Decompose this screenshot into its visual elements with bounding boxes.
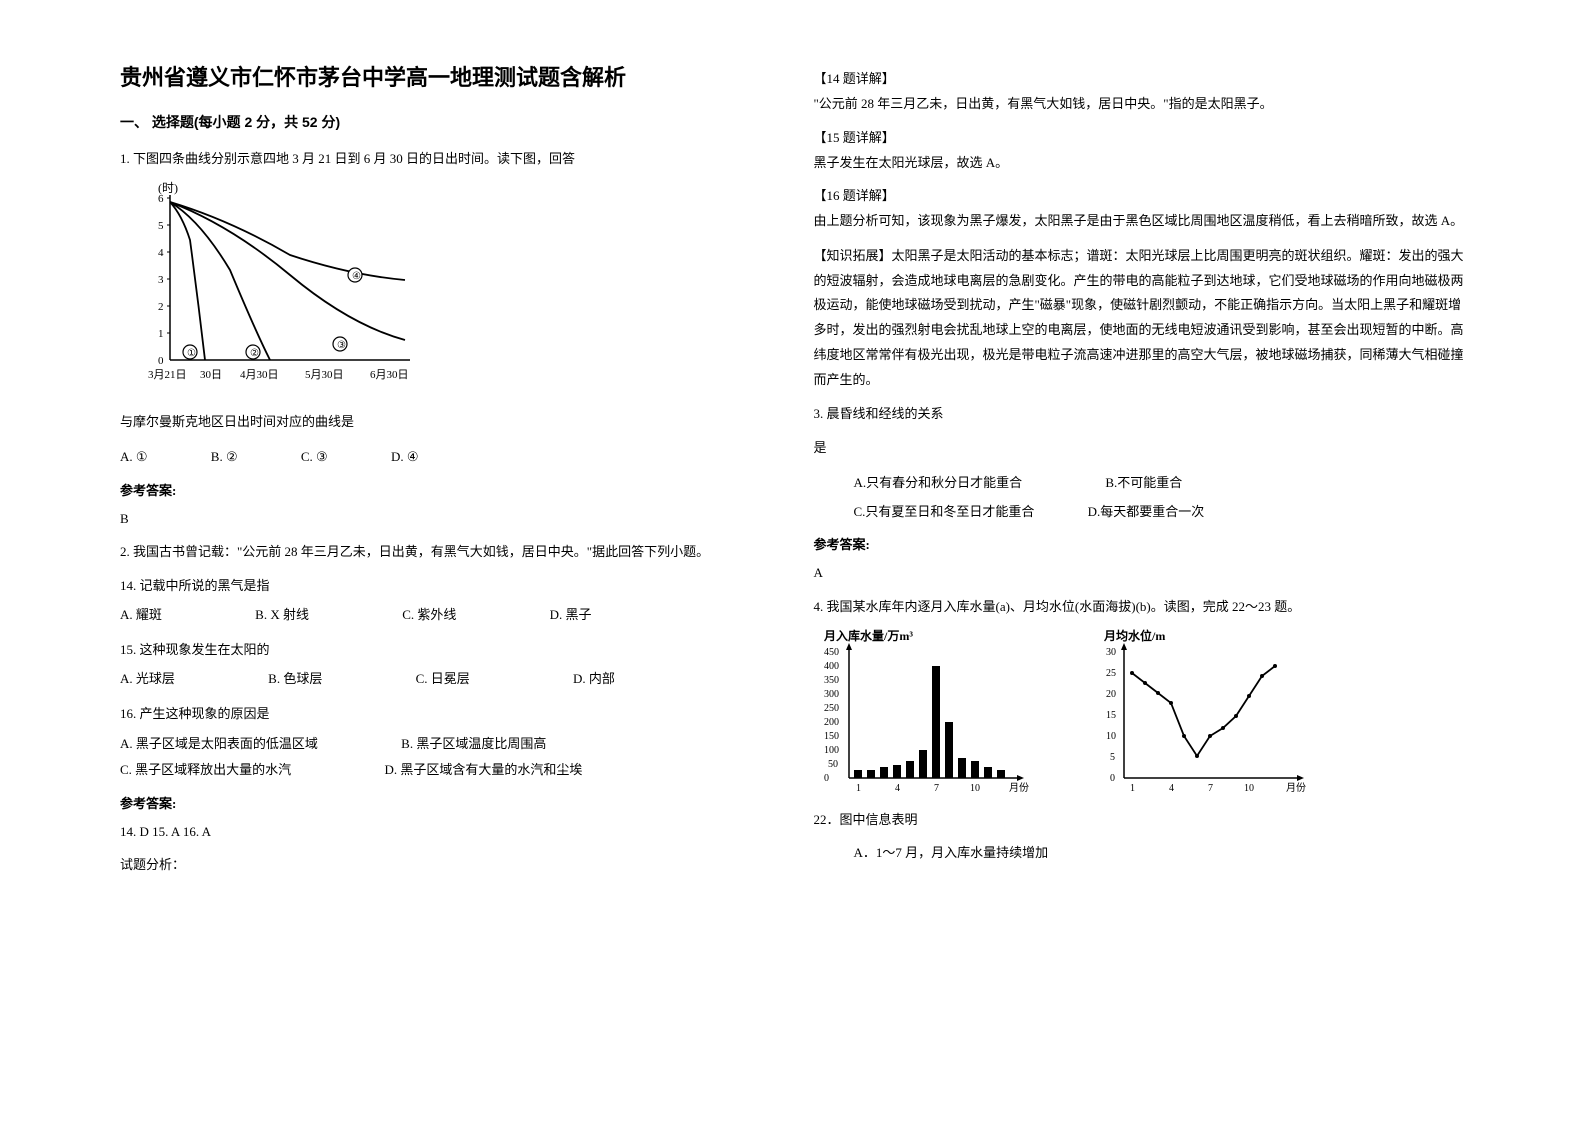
detail15-text: 黑子发生在太阳光球层，故选 A。 [814, 151, 1468, 176]
curve-1 [170, 202, 205, 360]
q4-charts: 月入库水量/万m³ 0 50 100 150 200 250 300 350 4… [814, 628, 1468, 798]
svg-text:20: 20 [1106, 689, 1116, 700]
svg-text:月入库水量/万m³: 月入库水量/万m³ [823, 628, 913, 643]
svg-text:④: ④ [352, 271, 361, 282]
curve-3 [170, 202, 405, 340]
q3-options: A.只有春分和秋分日才能重合 B.不可能重合 C.只有夏至日和冬至日才能重合 D… [854, 469, 1468, 526]
q1-text: 1. 下图四条曲线分别示意四地 3 月 21 日到 6 月 30 日的日出时间。… [120, 147, 774, 170]
q1-options: A. ① B. ② C. ③ D. ④ [120, 444, 774, 470]
knowledge-extension: 【知识拓展】太阳黑子是太阳活动的基本标志；谱斑：太阳光球层上比周围更明亮的斑状组… [814, 244, 1468, 392]
svg-text:300: 300 [824, 689, 839, 700]
q2-sub14-options: A. 耀斑 B. X 射线 C. 紫外线 D. 黑子 [120, 602, 774, 628]
svg-text:0: 0 [1110, 773, 1115, 784]
svg-text:3: 3 [158, 274, 164, 286]
svg-text:6月30日: 6月30日 [370, 369, 409, 381]
x-labels: 3月21日 30日 4月30日 5月30日 6月30日 [148, 369, 409, 381]
svg-text:4: 4 [158, 247, 164, 259]
chart-waterlevel: 月均水位/m 0 5 10 15 20 25 30 [1094, 628, 1314, 798]
svg-text:350: 350 [824, 675, 839, 686]
q1-answer: B [120, 507, 774, 530]
svg-text:250: 250 [824, 703, 839, 714]
svg-text:30: 30 [1106, 647, 1116, 658]
y-ticks: 0 1 2 3 4 5 6 [158, 193, 170, 367]
detail15-header: 【15 题详解】 [814, 127, 1468, 146]
detail14-text: "公元前 28 年三月乙未，日出黄，有黑气大如钱，居日中央。"指的是太阳黑子。 [814, 92, 1468, 117]
svg-text:25: 25 [1106, 668, 1116, 679]
q4-sub22-optA: A．1～7 月，月入库水量持续增加 [854, 841, 1468, 864]
svg-text:10: 10 [1106, 731, 1116, 742]
q4-sub22: 22．图中信息表明 [814, 808, 1468, 831]
q3-text: 3. 晨昏线和经线的关系 [814, 402, 1468, 425]
q2-answers: 14. D 15. A 16. A [120, 820, 774, 843]
svg-text:450: 450 [824, 647, 839, 658]
svg-text:10: 10 [1244, 783, 1254, 794]
svg-text:月份: 月份 [1009, 782, 1029, 794]
section-header: 一、 选择题(每小题 2 分，共 52 分) [120, 112, 774, 132]
q4-text: 4. 我国某水库年内逐月入库水量(a)、月均水位(水面海拔)(b)。读图，完成 … [814, 595, 1468, 618]
q2-sub16: 16. 产生这种现象的原因是 [120, 702, 774, 725]
q2-sub16-options: A. 黑子区域是太阳表面的低温区域 B. 黑子区域温度比周围高 C. 黑子区域释… [120, 731, 774, 783]
svg-text:②: ② [250, 348, 259, 359]
svg-text:200: 200 [824, 717, 839, 728]
svg-text:5月30日: 5月30日 [305, 369, 344, 381]
chart-inflow: 月入库水量/万m³ 0 50 100 150 200 250 300 350 4… [814, 628, 1034, 798]
svg-text:100: 100 [824, 745, 839, 756]
svg-text:400: 400 [824, 661, 839, 672]
svg-text:7: 7 [1208, 783, 1213, 794]
svg-text:4: 4 [1169, 783, 1174, 794]
svg-text:5: 5 [1110, 752, 1115, 763]
svg-text:2: 2 [158, 301, 164, 313]
svg-text:3月21日: 3月21日 [148, 369, 187, 381]
svg-text:4: 4 [895, 783, 900, 794]
q2-answer-label: 参考答案: [120, 793, 774, 812]
svg-text:月份: 月份 [1286, 782, 1306, 794]
q3-subtext: 是 [814, 436, 1468, 459]
q2-sub15: 15. 这种现象发生在太阳的 [120, 638, 774, 661]
svg-text:1: 1 [158, 328, 164, 340]
line-b [1132, 666, 1275, 756]
svg-text:4月30日: 4月30日 [240, 369, 279, 381]
svg-text:30日: 30日 [200, 369, 222, 381]
q2-text: 2. 我国古书曾记载："公元前 28 年三月乙未，日出黄，有黑气大如钱，居日中央… [120, 540, 774, 563]
svg-text:①: ① [187, 348, 196, 359]
svg-text:50: 50 [828, 759, 838, 770]
q2-sub14: 14. 记载中所说的黑气是指 [120, 574, 774, 597]
svg-text:7: 7 [934, 783, 939, 794]
svg-text:0: 0 [158, 355, 164, 367]
svg-text:6: 6 [158, 193, 164, 205]
detail16-header: 【16 题详解】 [814, 185, 1468, 204]
svg-text:1: 1 [856, 783, 861, 794]
svg-text:1: 1 [1130, 783, 1135, 794]
q2-analysis-label: 试题分析： [120, 853, 774, 876]
svg-text:③: ③ [337, 340, 346, 351]
q2-sub15-options: A. 光球层 B. 色球层 C. 日冕层 D. 内部 [120, 666, 774, 692]
q3-answer: A [814, 561, 1468, 584]
page-title: 贵州省遵义市仁怀市茅台中学高一地理测试题含解析 [120, 60, 774, 92]
svg-text:10: 10 [970, 783, 980, 794]
svg-text:0: 0 [824, 773, 829, 784]
q3-answer-label: 参考答案: [814, 534, 1468, 553]
q1-subtext: 与摩尔曼斯克地区日出时间对应的曲线是 [120, 410, 774, 433]
svg-text:月均水位/m: 月均水位/m [1103, 628, 1165, 643]
sunrise-chart: (时) 0 1 2 3 4 5 6 [140, 180, 420, 390]
svg-text:15: 15 [1106, 710, 1116, 721]
curve-4 [170, 202, 405, 280]
q1-answer-label: 参考答案: [120, 480, 774, 499]
svg-text:5: 5 [158, 220, 164, 232]
detail16-text: 由上题分析可知，该现象为黑子爆发，太阳黑子是由于黑色区域比周围地区温度稍低，看上… [814, 209, 1468, 234]
svg-text:150: 150 [824, 731, 839, 742]
q1-chart: (时) 0 1 2 3 4 5 6 [140, 180, 774, 395]
bars-a [854, 666, 1005, 778]
detail14-header: 【14 题详解】 [814, 68, 1468, 87]
